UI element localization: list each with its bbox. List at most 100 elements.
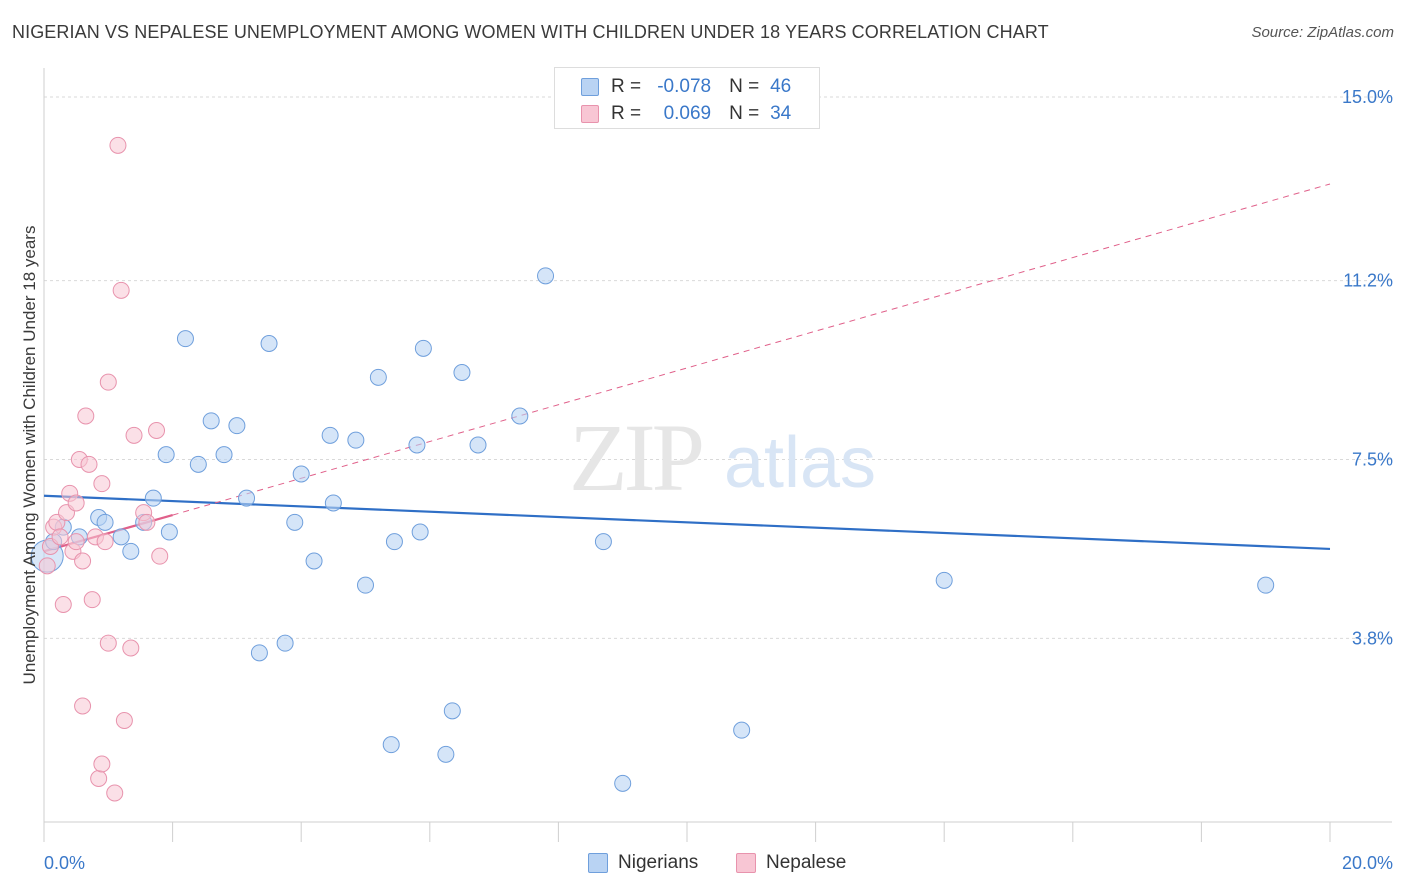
nigerians-point [511, 407, 529, 425]
nepalese-point [93, 475, 111, 493]
legend-r-value-nepalese: 0.069 [663, 103, 712, 124]
nigerians-point [215, 446, 233, 464]
nepalese-point [148, 422, 166, 439]
nigerians-point [305, 552, 323, 570]
y-tick-label: 3.8% [1352, 628, 1393, 648]
nepalese-point [112, 281, 130, 299]
nigerians-point [357, 576, 374, 594]
nepalese-point [138, 513, 156, 531]
nepalese-point [38, 557, 56, 575]
legend-r-label: R = [611, 76, 642, 97]
nigerians-point [347, 431, 365, 449]
bottom-legend: Nigerians Nepalese [0, 852, 1406, 878]
nepalese-point [109, 136, 127, 154]
nepalese-swatch [736, 853, 756, 873]
nepalese-point [115, 712, 133, 729]
nigerians-point [160, 523, 178, 541]
nepalese-points [38, 136, 169, 802]
y-tick-label: 7.5% [1352, 450, 1393, 470]
nigerians-point [935, 571, 953, 589]
y-tick-labels: 3.8% 7.5% 11.2% 15.0% [1342, 87, 1393, 648]
x-tick-label: 0.0% [44, 853, 85, 873]
nigerians-point [276, 634, 294, 652]
nepalese-point [54, 596, 72, 613]
legend-n-label: N = [729, 76, 760, 97]
nigerians-point [411, 523, 429, 541]
legend-n-value-nigerians: 46 [770, 76, 792, 97]
nepalese-point [77, 407, 95, 425]
nigerians-point [292, 465, 310, 483]
nigerians-point [385, 533, 403, 551]
nigerians-point [238, 489, 256, 507]
chart-title: NIGERIAN VS NEPALESE UNEMPLOYMENT AMONG … [12, 22, 1049, 42]
nigerians-point [594, 533, 612, 551]
y-tick-label: 11.2% [1343, 271, 1393, 291]
nigerians-trendline [43, 494, 1331, 551]
axes [43, 68, 1392, 842]
nigerians-point [122, 542, 140, 560]
bottom-legend-nepalese: Nepalese [736, 852, 846, 874]
nigerians-point [369, 368, 387, 386]
correlation-legend: R = -0.078 N = 46 R = 0.069 N = 34 [554, 67, 820, 129]
nigerians-point [443, 702, 461, 720]
nepalese-swatch [581, 105, 599, 123]
nigerians-swatch [588, 853, 608, 873]
source-label: Source: ZipAtlas.com [1251, 24, 1394, 41]
watermark-zip: ZIP [569, 404, 702, 511]
watermark: ZIP atlas [569, 404, 876, 511]
nepalese-point [83, 591, 101, 609]
nigerians-point [324, 494, 342, 512]
nigerians-point [144, 489, 162, 507]
nigerians-point [614, 774, 632, 792]
nigerians-point [382, 736, 400, 754]
nepalese-point [74, 552, 92, 570]
nepalese-legend-label: Nepalese [766, 852, 847, 873]
nepalese-point [151, 547, 169, 565]
nigerians-point [437, 745, 455, 763]
nigerians-point [286, 513, 304, 531]
nepalese-point [80, 455, 98, 473]
nigerians-legend-label: Nigerians [618, 852, 699, 873]
nepalese-point [99, 373, 117, 391]
nigerians-point [469, 436, 487, 454]
nepalese-point [106, 784, 124, 802]
y-tick-label: 15.0% [1342, 87, 1393, 107]
nepalese-point [51, 528, 69, 546]
nepalese-point [67, 494, 85, 512]
nigerians-point [260, 335, 278, 352]
nepalese-point [74, 697, 92, 715]
nepalese-point [99, 634, 117, 652]
bottom-legend-nigerians: Nigerians [588, 852, 698, 874]
nigerians-point [453, 364, 471, 381]
nepalese-point [96, 533, 114, 551]
nigerians-point [96, 513, 114, 531]
legend-row-nepalese: R = 0.069 N = 34 [581, 102, 791, 126]
nigerians-point [202, 412, 220, 430]
nigerians-point [733, 721, 751, 739]
x-tick-label: 20.0% [1342, 853, 1393, 873]
legend-n-label: N = [729, 103, 760, 124]
nigerians-point [189, 455, 207, 473]
legend-r-value-nigerians: -0.078 [657, 76, 712, 97]
nepalese-point [90, 770, 108, 787]
legend-row-nigerians: R = -0.078 N = 46 [581, 75, 791, 99]
legend-n-value-nepalese: 34 [770, 103, 792, 124]
nigerians-point [1257, 576, 1275, 594]
nigerians-point [321, 426, 339, 444]
nigerians-point [414, 339, 432, 357]
nigerians-point [537, 267, 555, 285]
nigerians-point [250, 644, 268, 662]
nigerians-swatch [581, 78, 599, 96]
nigerians-point [157, 446, 175, 464]
nepalese-point [67, 533, 85, 551]
nepalese-point [93, 755, 111, 773]
nigerians-point [176, 330, 194, 348]
watermark-atlas: atlas [724, 423, 876, 503]
x-tick-labels: 0.0% 20.0% [44, 853, 1393, 873]
nepalese-point [125, 426, 143, 444]
nigerians-point [112, 528, 130, 546]
nepalese-point [122, 639, 140, 657]
nigerians-point [228, 417, 246, 435]
nigerians-point [408, 436, 426, 454]
